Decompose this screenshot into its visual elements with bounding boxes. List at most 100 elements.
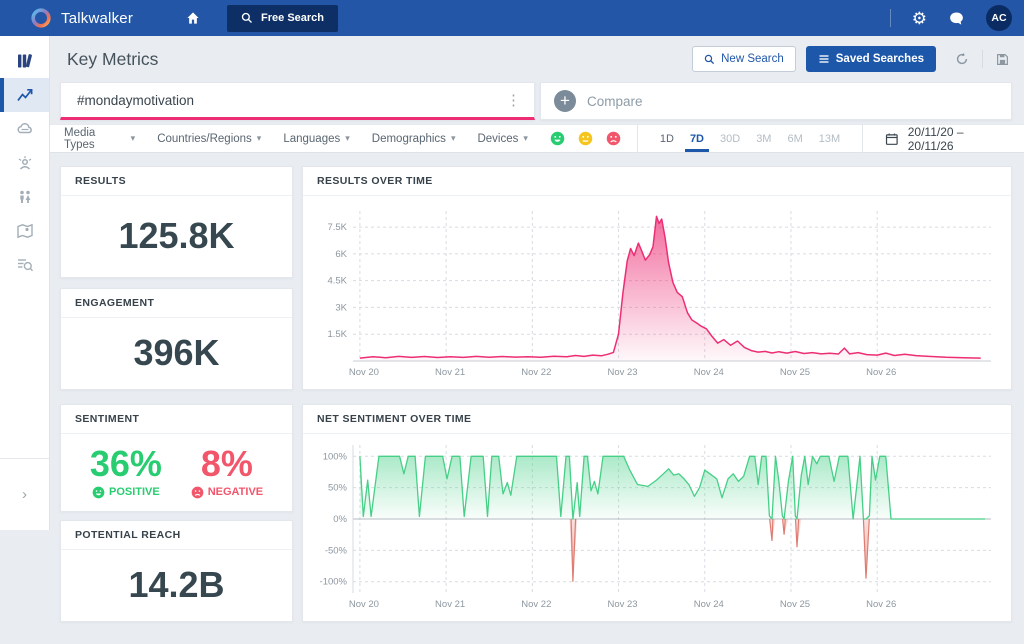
svg-text:Nov 26: Nov 26	[866, 367, 896, 378]
negative-sentiment-value: 8%	[191, 445, 263, 483]
sidebar-item-conversation-search[interactable]	[0, 248, 49, 282]
filter-dropdown-devices[interactable]: Devices ▾	[477, 133, 527, 145]
date-range-picker[interactable]: 20/11/20 – 20/11/26	[885, 125, 1010, 153]
time-range-7d[interactable]: 7D	[682, 125, 712, 152]
svg-text:4.5K: 4.5K	[327, 276, 347, 287]
results-value: 125.8K	[118, 215, 234, 257]
negative-sentiment-icon[interactable]	[606, 131, 621, 146]
results-over-time-card: RESULTS OVER TIME Nov 20Nov 21Nov 22Nov …	[302, 166, 1012, 390]
save-disk-icon	[995, 52, 1010, 67]
free-search-label: Free Search	[261, 12, 324, 24]
svg-text:7.5K: 7.5K	[327, 222, 347, 233]
new-search-button[interactable]: New Search	[692, 46, 796, 72]
filter-dropdown-label: Countries/Regions	[157, 133, 252, 145]
filter-dropdown-label: Languages	[283, 133, 340, 145]
svg-text:100%: 100%	[323, 451, 348, 462]
talkwalker-logo[interactable]: Talkwalker	[0, 7, 133, 29]
sidebar-item-projects[interactable]	[0, 44, 49, 78]
influencer-icon	[15, 153, 35, 173]
filter-dropdown-label: Devices	[477, 133, 518, 145]
refresh-icon	[954, 51, 970, 67]
engagement-card-title: ENGAGEMENT	[61, 289, 292, 318]
time-range-group: 1D7D30D3M6M13M	[652, 125, 848, 152]
chevron-down-icon: ▾	[523, 133, 528, 144]
sidebar-expand-button[interactable]: ›	[0, 458, 49, 530]
svg-text:Nov 20: Nov 20	[349, 599, 379, 610]
neutral-sentiment-icon[interactable]	[578, 131, 593, 146]
sidebar-item-wordcloud[interactable]	[0, 112, 49, 146]
trend-chart-icon	[15, 85, 35, 105]
filter-divider	[862, 124, 863, 153]
books-icon	[15, 51, 35, 71]
svg-text:Nov 20: Nov 20	[349, 367, 379, 378]
search-icon	[704, 54, 715, 65]
saved-searches-button[interactable]: Saved Searches	[806, 46, 936, 72]
chat-bubble-icon[interactable]	[948, 10, 965, 27]
results-chart-title: RESULTS OVER TIME	[303, 167, 1011, 196]
plus-icon: +	[554, 90, 576, 112]
compare-button[interactable]: + Compare	[540, 82, 1012, 120]
svg-text:Nov 26: Nov 26	[866, 599, 896, 610]
results-over-time-chart[interactable]: Nov 20Nov 21Nov 22Nov 23Nov 24Nov 25Nov …	[311, 201, 1003, 390]
search-lines-icon	[15, 255, 35, 275]
home-icon	[185, 10, 201, 26]
svg-text:-100%: -100%	[320, 577, 348, 588]
svg-text:-50%: -50%	[325, 545, 348, 556]
home-button[interactable]	[185, 10, 201, 26]
navbar-divider	[890, 9, 891, 27]
refresh-button[interactable]	[952, 51, 972, 67]
sidebar-item-analytics[interactable]	[0, 78, 49, 112]
filter-dropdown-languages[interactable]: Languages ▾	[283, 133, 349, 145]
net-sentiment-over-time-chart[interactable]: Nov 20Nov 21Nov 22Nov 23Nov 24Nov 25Nov …	[311, 437, 1003, 620]
chevron-down-icon: ▾	[131, 133, 136, 144]
svg-text:Nov 24: Nov 24	[694, 599, 724, 610]
talkwalker-ring-icon	[30, 7, 52, 29]
chevron-down-icon: ▾	[451, 133, 456, 144]
filter-dropdown-demographics[interactable]: Demographics▾	[372, 133, 456, 145]
search-icon	[241, 12, 253, 24]
negative-sentiment-block: 8% NEGATIVE	[191, 445, 263, 499]
svg-text:Nov 25: Nov 25	[780, 599, 810, 610]
search-query-input[interactable]	[75, 92, 501, 109]
results-card-title: RESULTS	[61, 167, 292, 196]
svg-text:Nov 22: Nov 22	[521, 599, 551, 610]
left-sidebar: ›	[0, 36, 50, 530]
chevron-down-icon: ▾	[257, 133, 262, 144]
calendar-icon	[885, 132, 899, 146]
sidebar-item-influencers[interactable]	[0, 146, 49, 180]
filter-dropdown-media-types[interactable]: Media Types ▾	[64, 127, 135, 151]
negative-label: NEGATIVE	[208, 486, 263, 498]
compare-label: Compare	[587, 94, 643, 109]
filter-dropdown-countries-regions[interactable]: Countries/Regions ▾	[157, 133, 261, 145]
net-sentiment-over-time-card: NET SENTIMENT OVER TIME Nov 20Nov 21Nov …	[302, 404, 1012, 622]
time-range-30d[interactable]: 30D	[712, 125, 748, 152]
free-search-button[interactable]: Free Search	[227, 5, 338, 32]
settings-gear-icon[interactable]: ⚙	[912, 10, 927, 27]
save-button[interactable]	[993, 52, 1012, 67]
time-range-3m[interactable]: 3M	[748, 125, 779, 152]
svg-text:1.5K: 1.5K	[327, 329, 347, 340]
time-range-6m[interactable]: 6M	[779, 125, 810, 152]
svg-text:Nov 21: Nov 21	[435, 367, 465, 378]
sidebar-item-demographics[interactable]	[0, 180, 49, 214]
kebab-menu-icon[interactable]: ⋮	[501, 91, 526, 109]
svg-text:50%: 50%	[328, 483, 348, 494]
brand-name: Talkwalker	[61, 10, 133, 27]
sidebar-item-world-map[interactable]	[0, 214, 49, 248]
filter-dropdown-label: Media Types	[64, 127, 126, 151]
svg-text:6K: 6K	[335, 249, 347, 260]
people-icon	[15, 187, 35, 207]
talkwalker-dashboard: Talkwalker Free Search ⚙ AC	[0, 0, 1024, 644]
positive-label: POSITIVE	[109, 486, 160, 498]
header-divider	[982, 50, 983, 68]
time-range-1d[interactable]: 1D	[652, 125, 682, 152]
results-card: RESULTS 125.8K	[60, 166, 293, 278]
engagement-value: 396K	[133, 332, 219, 374]
positive-sentiment-icon[interactable]	[550, 131, 565, 146]
time-range-13m[interactable]: 13M	[811, 125, 848, 152]
user-avatar[interactable]: AC	[986, 5, 1012, 31]
chevron-down-icon: ▾	[345, 133, 350, 144]
svg-text:Nov 23: Nov 23	[607, 367, 637, 378]
list-icon	[818, 53, 830, 65]
svg-text:Nov 24: Nov 24	[694, 367, 724, 378]
